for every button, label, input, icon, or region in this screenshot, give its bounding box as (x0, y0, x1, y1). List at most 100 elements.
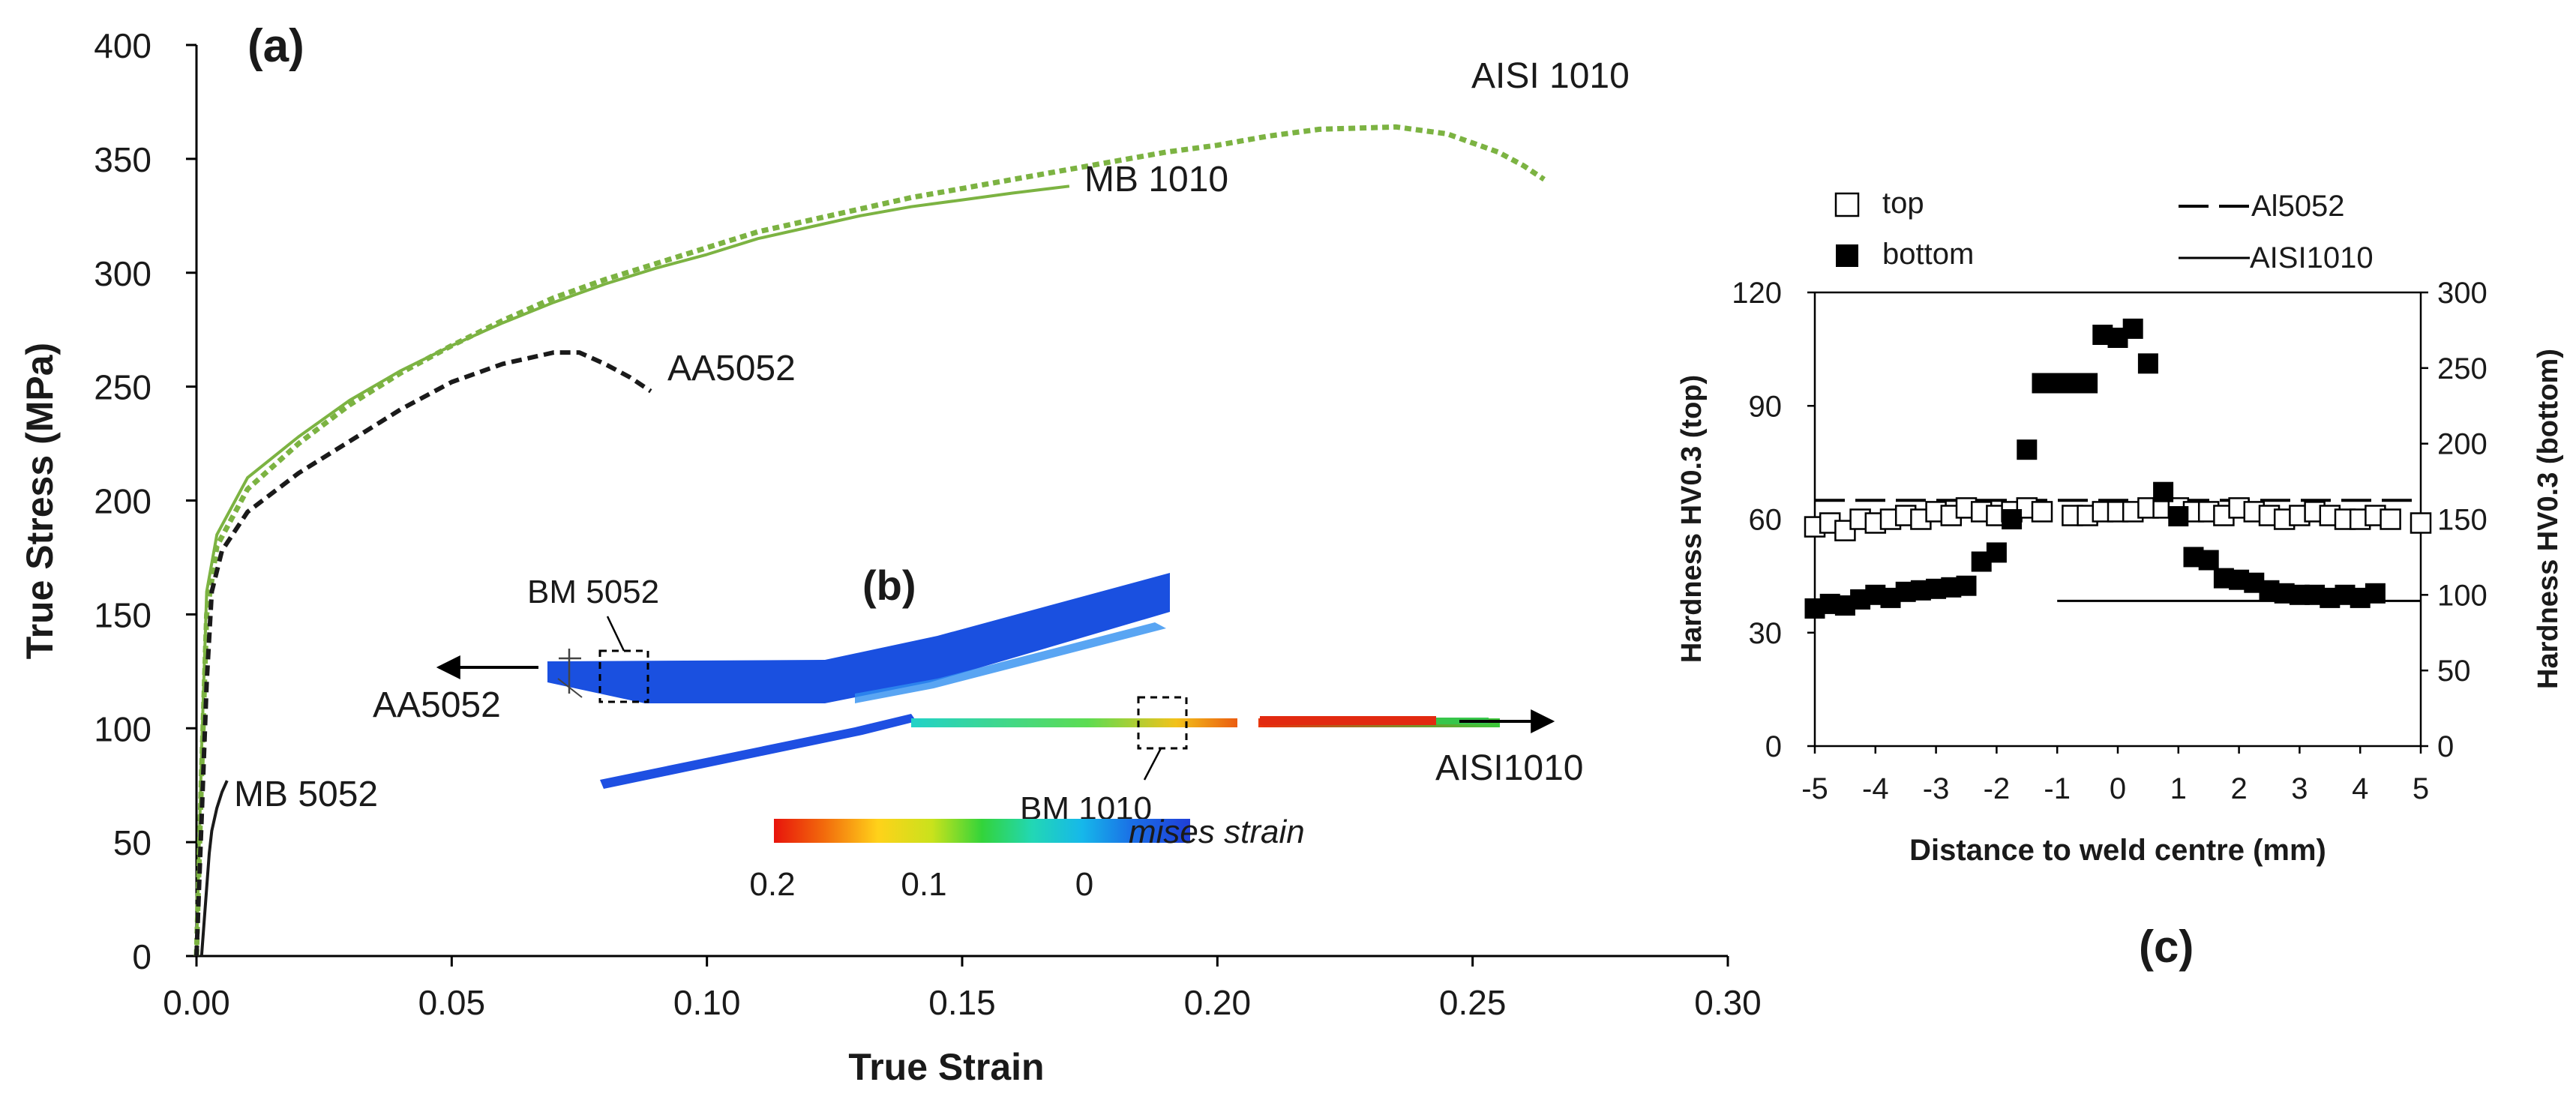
mises-strain-inset: (b) BM 5052 BM 1010 AA5052 AISI1010 mise… (373, 562, 1583, 903)
c-right-tick-label-0: 0 (2437, 730, 2454, 763)
bm1010-leader (1143, 748, 1162, 781)
c-right-tick-label-200: 200 (2437, 428, 2488, 461)
specimen-gap-cover (1237, 715, 1258, 730)
mises-colorbar-title: mises strain (1129, 814, 1305, 850)
point-top-38 (2410, 512, 2432, 534)
a-x-axis-title: True Strain (848, 1046, 1044, 1088)
a-x-ticks: 0.00 0.05 0.10 0.15 0.20 0.25 0.30 (163, 956, 1762, 1022)
point-bottom-24 (2168, 506, 2189, 526)
series-line-aa5052 (194, 350, 652, 957)
c-left-tick-label-0: 0 (1765, 730, 1782, 763)
point-bottom-26 (2198, 550, 2219, 571)
b-panel-label: (b) (862, 562, 916, 609)
colorbar-tick-0-1: 0.1 (901, 866, 946, 903)
a-y-tick-label-350: 350 (94, 140, 151, 179)
a-x-tick-label-0-15: 0.15 (928, 983, 996, 1022)
point-bottom-37 (2365, 583, 2386, 604)
c-x-tick-label-1: 1 (2170, 772, 2187, 805)
a-y-tick-label-100: 100 (94, 709, 151, 748)
specimen-red-segment (1260, 716, 1436, 725)
a-y-tick-label-50: 50 (113, 823, 151, 862)
c-x-tick-label-2: 2 (2230, 772, 2247, 805)
series-line-mb-1010 (195, 184, 1070, 957)
label-aisi-1010: AISI 1010 (1471, 56, 1630, 96)
mises-colorbar (774, 819, 1190, 843)
aisi1010-direction-label: AISI1010 (1435, 748, 1583, 788)
aa5052-direction-label: AA5052 (373, 685, 501, 725)
a-series-group (193, 124, 1546, 957)
hardness-legend: top bottom Al5052 AISI1010 (1834, 187, 2374, 274)
point-bottom-10 (1956, 575, 1977, 596)
label-aa5052: AA5052 (667, 349, 796, 388)
legend-top-label: top (1882, 187, 1924, 220)
c-x-tick-label-4: -4 (1862, 772, 1889, 805)
c-x-tick-label-1: -1 (2044, 772, 2071, 805)
c-right-tick-label-150: 150 (2437, 504, 2488, 537)
point-bottom-13 (2002, 509, 2023, 529)
c-x-ticks: -5 -4 -3 -2 -1 0 1 2 3 4 5 (1801, 746, 2429, 805)
point-top-15 (2031, 501, 2053, 523)
bm5052-label: BM 5052 (527, 574, 659, 610)
a-y-ticks: 0 50 100 150 200 250 300 350 400 (94, 26, 196, 976)
specimen-upper-strip-highlight (855, 622, 1166, 703)
a-y-tick-label-400: 400 (94, 26, 151, 65)
a-x-tick-label-0-00: 0.00 (163, 983, 230, 1022)
c-left-tick-label-90: 90 (1749, 390, 1783, 423)
c-right-tick-label-250: 250 (2437, 352, 2488, 385)
point-bottom-18 (2077, 373, 2098, 394)
c-x-tick-label-3: -3 (1923, 772, 1950, 805)
a-x-tick-label-0-30: 0.30 (1694, 983, 1762, 1022)
legend-aisi1010-label: AISI1010 (2250, 241, 2374, 274)
colorbar-tick-0: 0 (1075, 866, 1093, 903)
point-bottom-23 (2153, 481, 2174, 502)
colorbar-tick-0-2: 0.2 (749, 866, 795, 903)
a-y-tick-label-0: 0 (132, 937, 151, 976)
c-left-ticks: 0 30 60 90 120 (1732, 277, 1815, 763)
c-right-tick-label-300: 300 (2437, 277, 2488, 310)
legend-bottom-marker (1836, 244, 1858, 267)
a-panel-label: (a) (247, 20, 304, 72)
a-x-tick-label-0-05: 0.05 (418, 983, 486, 1022)
c-x-axis-title: Distance to weld centre (mm) (1909, 834, 2326, 867)
specimen-upper-strip (547, 573, 1170, 703)
specimen-lower-strip (600, 714, 916, 789)
grip-crosshair-d (557, 678, 583, 698)
point-bottom-12 (1986, 542, 2007, 563)
a-x-tick-label-0-20: 0.20 (1184, 983, 1252, 1022)
c-hardness-points (1804, 318, 2432, 619)
label-mb-1010: MB 1010 (1084, 160, 1228, 199)
legend-top-marker (1834, 192, 1860, 217)
bm5052-leader (606, 616, 625, 652)
a-x-tick-label-0-10: 0.10 (673, 983, 741, 1022)
series-line-mb-5052 (199, 780, 229, 957)
legend-al5052-label: Al5052 (2251, 190, 2345, 223)
c-left-tick-label-30: 30 (1749, 617, 1783, 650)
a-x-tick-label-0-25: 0.25 (1439, 983, 1507, 1022)
c-left-tick-label-120: 120 (1732, 277, 1782, 310)
point-bottom-14 (2017, 439, 2038, 460)
a-y-tick-label-250: 250 (94, 368, 151, 407)
point-bottom-22 (2137, 353, 2158, 374)
c-x-tick-label-5: -5 (1801, 772, 1828, 805)
c-x-tick-label-5: 5 (2413, 772, 2429, 805)
a-y-tick-label-150: 150 (94, 595, 151, 634)
label-mb-5052: MB 5052 (234, 775, 378, 814)
c-panel-label: (c) (2139, 922, 2194, 972)
a-y-tick-label-200: 200 (94, 482, 151, 521)
point-bottom-21 (2122, 318, 2143, 339)
bm1010-box (1137, 696, 1188, 750)
a-y-tick-label-300: 300 (94, 254, 151, 293)
c-right-axis-title: Hardness HV0.3 (bottom) (2533, 349, 2564, 689)
c-right-ticks: 0 50 100 150 200 250 300 (2421, 277, 2488, 763)
series-line-aisi-1010 (193, 124, 1546, 957)
c-x-tick-label-3: 3 (2291, 772, 2308, 805)
c-right-tick-label-100: 100 (2437, 579, 2488, 612)
legend-bottom-label: bottom (1882, 238, 1974, 271)
c-x-tick-label-4: 4 (2352, 772, 2368, 805)
c-left-tick-label-60: 60 (1749, 504, 1783, 537)
c-x-tick-label-0: 0 (2110, 772, 2126, 805)
a-y-axis-title: True Stress (MPa) (19, 343, 61, 659)
